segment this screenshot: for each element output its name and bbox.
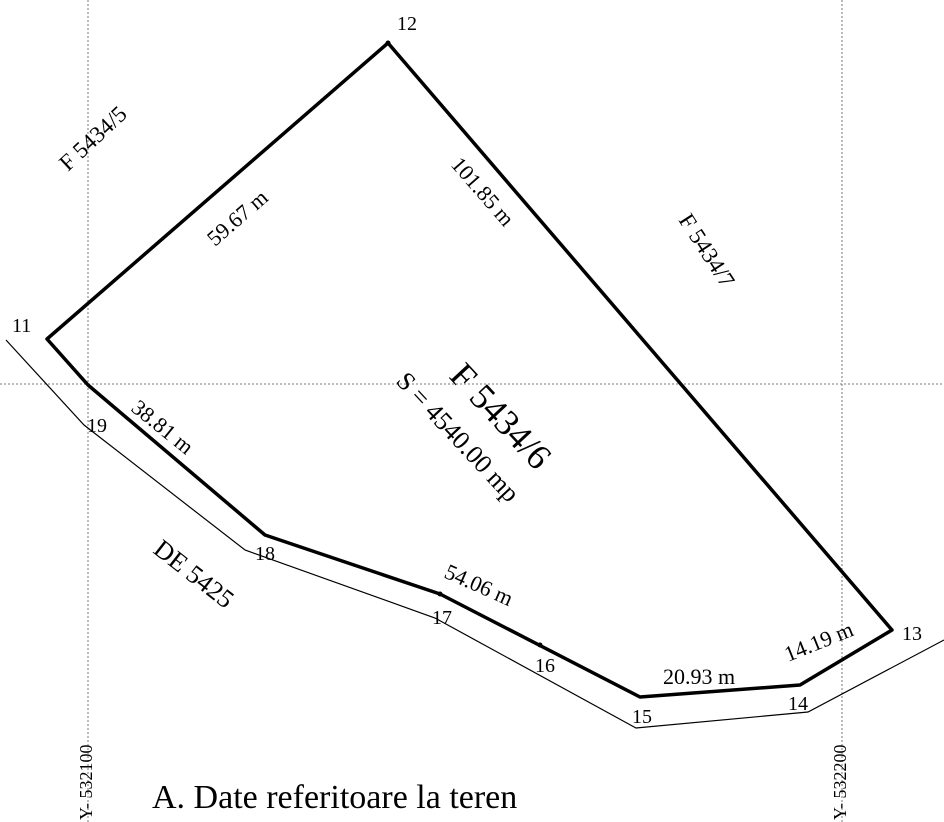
road-edge xyxy=(5,339,944,729)
distance-label-15-18: 54.06 m xyxy=(441,559,517,611)
distance-label-12-13: 101.85 m xyxy=(446,152,519,231)
grid-label-y532100: Y- 532100 xyxy=(76,745,96,821)
point-label-14: 14 xyxy=(788,693,808,715)
neighbor-label-northeast: F 5434/7 xyxy=(674,209,740,292)
section-caption: A. Date referitoare la teren xyxy=(152,779,518,816)
vertex-marker-12 xyxy=(385,40,391,46)
parcel-boundary xyxy=(45,41,894,699)
point-label-17: 17 xyxy=(432,607,452,629)
point-label-12: 12 xyxy=(397,13,417,35)
neighbor-label-northwest: F 5434/5 xyxy=(54,101,131,176)
point-label-18: 18 xyxy=(255,543,275,565)
distance-label-14-15: 20.93 m xyxy=(663,664,735,689)
point-label-13: 13 xyxy=(902,623,922,645)
point-label-16: 16 xyxy=(535,655,555,677)
vertex-marker-16 xyxy=(537,642,543,648)
neighbor-label-southwest: DE 5425 xyxy=(148,534,239,614)
point-label-11: 11 xyxy=(12,315,31,337)
vertex-marker-17 xyxy=(437,591,443,597)
point-label-15: 15 xyxy=(632,706,652,728)
grid-label-y532200: Y- 532200 xyxy=(830,745,850,821)
point-label-19: 19 xyxy=(87,415,107,437)
